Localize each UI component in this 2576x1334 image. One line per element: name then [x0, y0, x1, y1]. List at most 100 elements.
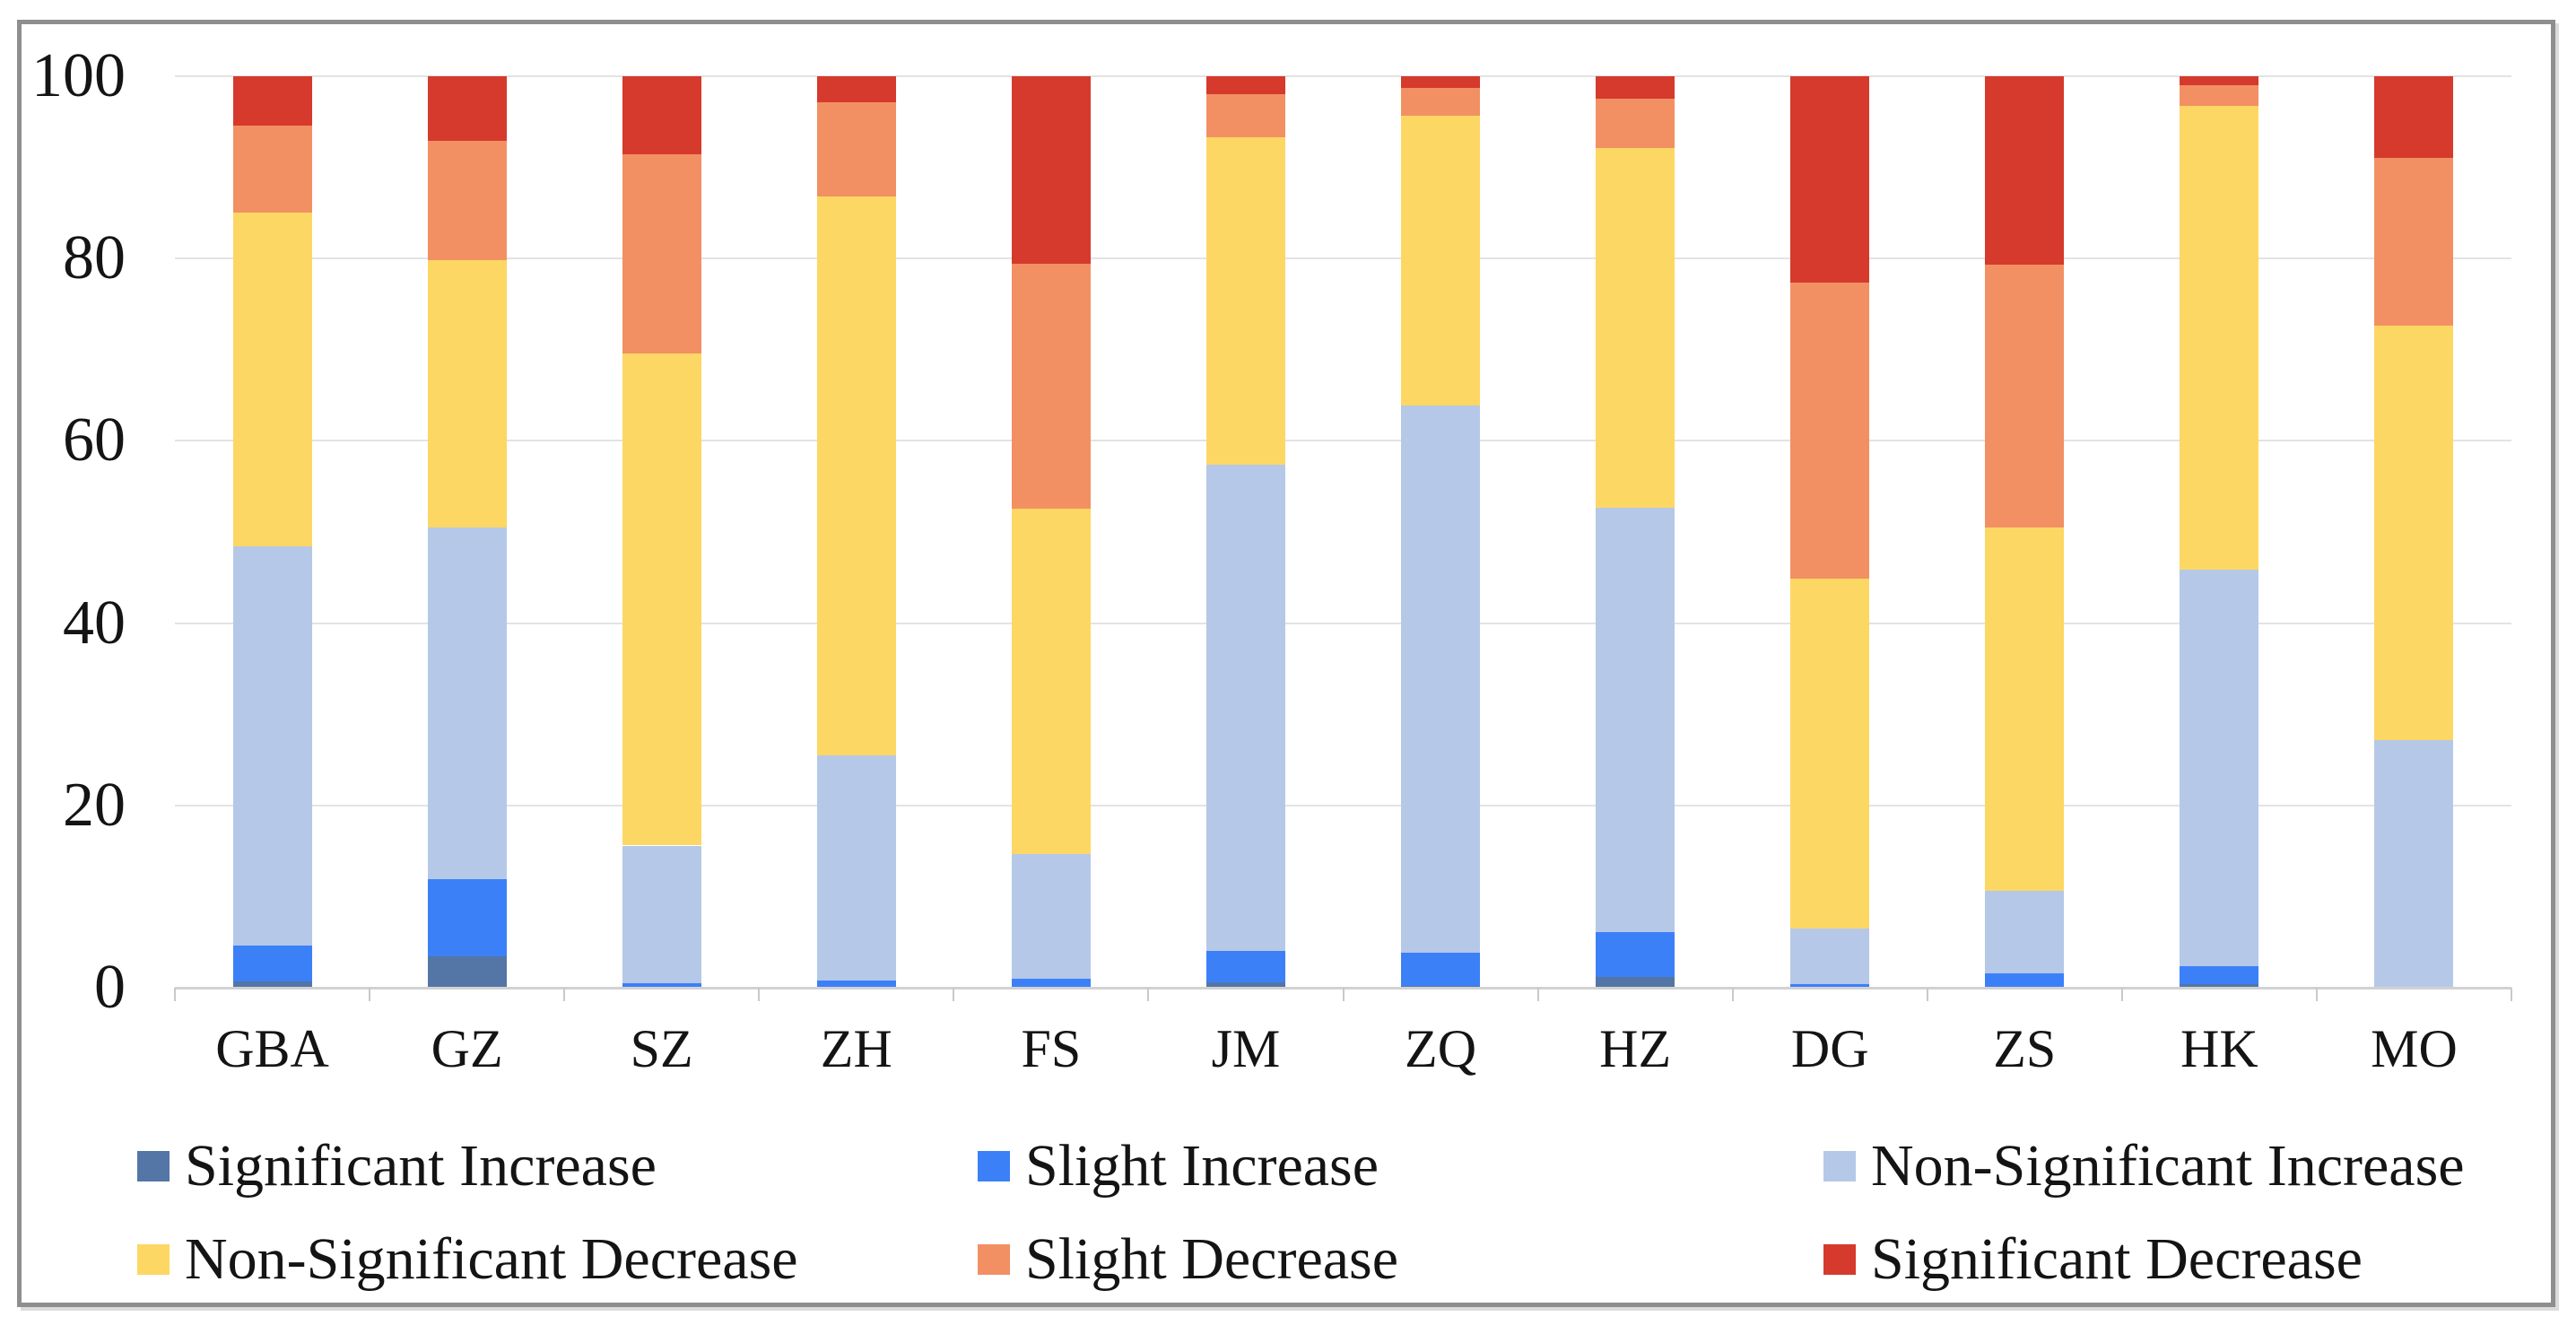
- legend-item-non-significant-increase: Non-Significant Increase: [1823, 1130, 2465, 1202]
- legend-label: Slight Decrease: [1025, 1226, 1399, 1292]
- x-axis-tick: [2315, 988, 2318, 1001]
- x-axis-category-label: ZH: [820, 1019, 892, 1078]
- bar-segment: [2180, 105, 2259, 570]
- legend-item-non-significant-decrease: Non-Significant Decrease: [137, 1224, 798, 1295]
- gridline: [175, 440, 2511, 442]
- bar-segment: [816, 980, 896, 988]
- y-axis-tick-label: 20: [63, 770, 126, 840]
- bar-segment: [1011, 264, 1091, 509]
- bar-segment: [816, 754, 896, 981]
- y-axis-tick-label: 80: [63, 223, 126, 293]
- slight-decrease-swatch-icon: [978, 1244, 1010, 1275]
- x-axis-tick: [1731, 988, 1734, 1001]
- non-significant-decrease-swatch-icon: [137, 1244, 170, 1275]
- bar-segment: [622, 353, 701, 846]
- bar-segment: [622, 76, 701, 155]
- bar-segment: [1985, 527, 2065, 892]
- bar-segment: [1401, 115, 1481, 405]
- legend-item-slight-increase: Slight Increase: [978, 1130, 1379, 1202]
- x-axis-tick: [1926, 988, 1928, 1001]
- bar-segment: [2180, 76, 2259, 86]
- slight-increase-swatch-icon: [978, 1151, 1010, 1181]
- x-axis-tick: [369, 988, 371, 1001]
- bar-segment: [1790, 928, 1870, 984]
- bar-segment: [232, 946, 312, 981]
- x-axis-tick: [2511, 988, 2512, 1001]
- bar-segment: [232, 213, 312, 547]
- x-axis-tick: [2120, 988, 2123, 1001]
- bar-segment: [816, 102, 896, 197]
- legend-label: Significant Increase: [185, 1133, 657, 1199]
- bar-segment: [1790, 578, 1870, 929]
- bar-segment: [1596, 507, 1675, 933]
- bar-segment: [1790, 983, 1870, 988]
- bar-segment: [1401, 985, 1481, 988]
- y-axis-tick-label: 100: [31, 41, 126, 110]
- gridline: [175, 804, 2511, 807]
- bar-segment: [232, 981, 312, 988]
- legend-item-slight-decrease: Slight Decrease: [978, 1224, 1398, 1295]
- x-axis-category-label: GBA: [215, 1019, 329, 1078]
- bar-segment: [1596, 148, 1675, 508]
- bar-segment: [1401, 76, 1481, 89]
- x-axis-category-label: GZ: [431, 1019, 503, 1078]
- bar-segment: [1205, 137, 1285, 465]
- x-axis-category-label: MO: [2371, 1019, 2458, 1078]
- gridline: [175, 257, 2511, 260]
- bar-segment: [816, 76, 896, 103]
- x-axis-tick: [953, 988, 955, 1001]
- bar-segment: [1596, 976, 1675, 988]
- bar-segment: [2374, 739, 2454, 988]
- gridline: [175, 622, 2511, 624]
- y-axis-tick-label: 60: [63, 405, 126, 475]
- x-axis-tick: [174, 988, 176, 1001]
- y-axis-tick-label: 40: [63, 588, 126, 658]
- x-axis-tick: [1147, 988, 1150, 1001]
- bar-segment: [427, 141, 507, 261]
- bar-segment: [2180, 983, 2259, 988]
- bar-segment: [2374, 76, 2454, 159]
- legend-label: Non-Significant Decrease: [185, 1226, 798, 1292]
- x-axis-tick: [758, 988, 761, 1001]
- bar-segment: [1011, 508, 1091, 854]
- bar-segment: [1596, 932, 1675, 977]
- bar-segment: [1985, 265, 2065, 527]
- bar-segment: [1011, 853, 1091, 979]
- bar-segment: [622, 982, 701, 988]
- bar-segment: [1985, 891, 2065, 973]
- bar-segment: [232, 76, 312, 126]
- legend-label: Significant Decrease: [1871, 1226, 2363, 1292]
- x-axis-tick: [1342, 988, 1345, 1001]
- bar-segment: [816, 196, 896, 755]
- x-axis-category-label: JM: [1211, 1019, 1281, 1078]
- x-axis-category-label: DG: [1790, 1019, 1869, 1078]
- bar-segment: [232, 125, 312, 214]
- bar-segment: [1985, 76, 2065, 266]
- bar-segment: [1790, 76, 1870, 283]
- bar-segment: [1401, 88, 1481, 116]
- significant-increase-swatch-icon: [137, 1151, 170, 1181]
- bar-segment: [1985, 972, 2065, 988]
- x-axis-tick: [563, 988, 566, 1001]
- bar-segment: [427, 956, 507, 988]
- x-axis-category-label: ZS: [1993, 1019, 2057, 1078]
- x-axis-category-label: ZQ: [1405, 1019, 1477, 1078]
- bar-segment: [622, 154, 701, 353]
- bar-segment: [2180, 569, 2259, 966]
- bar-segment: [1401, 405, 1481, 954]
- bar-segment: [427, 879, 507, 957]
- x-axis-category-label: FS: [1021, 1019, 1082, 1078]
- bar-segment: [232, 546, 312, 946]
- bar-segment: [1596, 76, 1675, 100]
- x-axis-category-label: HK: [2180, 1019, 2258, 1078]
- bar-segment: [1205, 94, 1285, 138]
- legend-label: Slight Increase: [1025, 1133, 1379, 1199]
- x-axis-tick: [1536, 988, 1539, 1001]
- bar-segment: [1401, 953, 1481, 986]
- y-axis-tick-label: 0: [94, 953, 126, 1022]
- legend-item-significant-decrease: Significant Decrease: [1823, 1224, 2363, 1295]
- non-significant-increase-swatch-icon: [1823, 1151, 1856, 1181]
- bar-segment: [622, 845, 701, 983]
- x-axis-category-label: HZ: [1599, 1019, 1672, 1078]
- chart-frame: [17, 20, 2555, 1307]
